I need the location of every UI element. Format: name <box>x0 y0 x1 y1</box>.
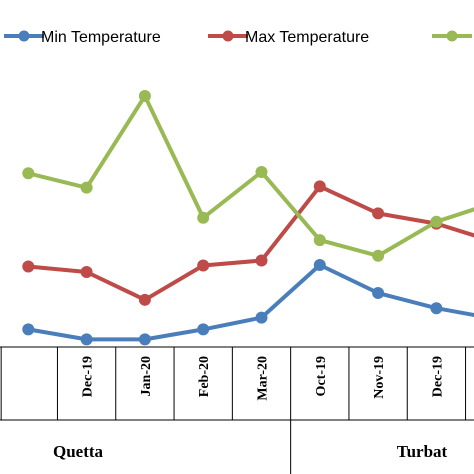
point-s2-2 <box>138 89 151 102</box>
group-label-quetta: Quetta <box>53 442 104 461</box>
point-s0-3 <box>197 323 210 336</box>
series-line-1 <box>28 184 474 302</box>
point-s1-5 <box>313 180 326 193</box>
point-s0-2 <box>138 333 151 346</box>
category-groups: Quetta Turbat <box>53 442 448 461</box>
point-s1-0 <box>22 260 35 273</box>
point-s2-7 <box>430 215 443 228</box>
point-s2-1 <box>80 181 93 194</box>
point-s1-1 <box>80 266 93 279</box>
point-s1-3 <box>197 259 210 272</box>
legend-label-0: Min Temperature <box>41 29 161 46</box>
point-s1-4 <box>255 254 268 267</box>
series-line-0 <box>27 263 474 342</box>
point-s2-3 <box>197 211 210 224</box>
x-tick-label-3: Feb-20 <box>197 356 212 397</box>
series-line-2 <box>27 94 474 258</box>
point-s1-6 <box>372 207 385 220</box>
series-layer <box>22 89 474 346</box>
x-tick-label-4: Mar-20 <box>256 356 271 401</box>
point-s2-6 <box>372 249 385 262</box>
point-s0-1 <box>80 333 93 346</box>
point-s0-0 <box>22 323 35 336</box>
point-s0-5 <box>313 258 326 271</box>
x-tick-label-2: Jan-20 <box>139 356 154 396</box>
x-tick-label-7: Dec-19 <box>430 356 445 397</box>
x-tick-label-5: Oct-19 <box>314 356 329 396</box>
legend-marker-1 <box>222 30 234 42</box>
group-label-turbat: Turbat <box>397 442 448 461</box>
legend-label-1: Max Temperature <box>245 29 369 46</box>
legend-marker-0 <box>18 30 30 42</box>
point-s1-2 <box>138 293 151 306</box>
point-s2-4 <box>255 165 268 178</box>
point-s0-4 <box>255 311 268 324</box>
point-s0-6 <box>372 287 385 300</box>
point-s0-7 <box>430 302 443 315</box>
x-tick-label-6: Nov-19 <box>372 356 387 399</box>
x-axis: Dec-19 Jan-20 Feb-20 Mar-20 Oct-19 Nov-19 Dec-… <box>0 346 474 474</box>
point-s2-0 <box>22 167 35 180</box>
point-s2-5 <box>313 234 326 247</box>
legend-marker-2 <box>446 30 458 42</box>
legend: Min Temperature Max Temperature <box>4 29 472 46</box>
x-tick-label-1: Dec-19 <box>81 356 96 397</box>
